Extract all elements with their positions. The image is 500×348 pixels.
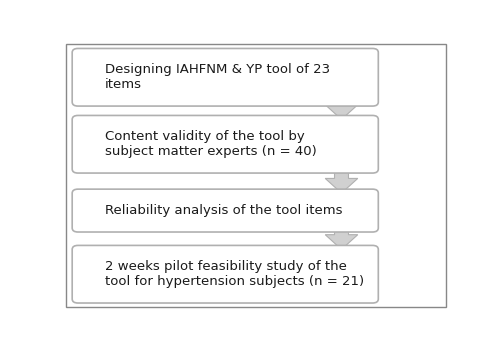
FancyBboxPatch shape: [72, 116, 378, 173]
Polygon shape: [325, 228, 358, 250]
Text: Reliability analysis of the tool items: Reliability analysis of the tool items: [105, 204, 343, 217]
FancyBboxPatch shape: [72, 48, 378, 106]
Polygon shape: [325, 169, 358, 193]
FancyBboxPatch shape: [72, 189, 378, 232]
FancyBboxPatch shape: [66, 45, 446, 307]
FancyBboxPatch shape: [72, 245, 378, 303]
Text: 2 weeks pilot feasibility study of the
tool for hypertension subjects (n = 21): 2 weeks pilot feasibility study of the t…: [105, 260, 364, 288]
Text: Designing IAHFNM & YP tool of 23
items: Designing IAHFNM & YP tool of 23 items: [105, 63, 330, 91]
Text: Content validity of the tool by
subject matter experts (n = 40): Content validity of the tool by subject …: [105, 130, 317, 158]
Polygon shape: [325, 102, 358, 119]
